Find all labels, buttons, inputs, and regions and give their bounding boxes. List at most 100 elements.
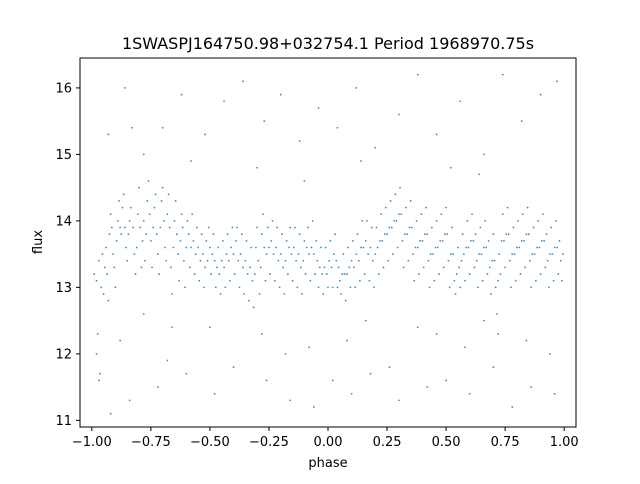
data-point	[105, 246, 107, 249]
data-point	[376, 246, 379, 249]
data-point	[407, 259, 410, 262]
data-point	[240, 233, 243, 236]
data-point	[263, 246, 266, 249]
x-tick-label: 1.00	[550, 435, 579, 450]
data-point	[449, 166, 452, 169]
data-point	[492, 233, 495, 236]
data-point	[159, 226, 162, 229]
data-point	[542, 213, 544, 216]
data-point	[337, 266, 340, 269]
data-point	[307, 226, 309, 229]
data-point	[539, 93, 542, 96]
data-point	[298, 233, 301, 236]
data-point	[178, 279, 181, 282]
data-point	[210, 273, 212, 275]
data-point	[277, 259, 280, 262]
data-point	[212, 233, 215, 236]
data-point	[227, 259, 230, 262]
data-point	[427, 259, 430, 262]
data-point	[350, 392, 353, 395]
data-point	[475, 259, 478, 262]
data-point	[173, 219, 176, 222]
data-point	[426, 386, 429, 389]
data-point	[101, 253, 104, 256]
data-point	[493, 259, 496, 262]
data-point	[220, 259, 223, 262]
data-point	[109, 412, 112, 415]
data-point	[507, 233, 510, 236]
data-point	[303, 239, 306, 242]
data-point	[346, 339, 348, 342]
data-point	[132, 226, 135, 229]
data-point	[408, 226, 411, 229]
data-point	[473, 266, 476, 269]
data-point	[406, 233, 409, 236]
data-point	[490, 293, 492, 295]
data-point	[160, 200, 163, 202]
data-point	[451, 226, 453, 229]
data-point	[470, 239, 472, 242]
data-point	[422, 266, 425, 269]
data-point	[413, 279, 416, 282]
data-point	[517, 219, 520, 222]
data-point	[322, 293, 325, 295]
data-point	[298, 140, 301, 143]
data-point	[145, 233, 148, 236]
data-point	[276, 226, 279, 229]
data-point	[420, 213, 423, 216]
data-point	[484, 219, 486, 222]
data-point	[544, 266, 547, 269]
data-point	[555, 219, 557, 222]
data-point	[346, 273, 348, 275]
data-point	[511, 253, 514, 256]
data-point	[291, 279, 294, 282]
data-point	[213, 392, 216, 395]
data-point	[98, 259, 100, 262]
data-point	[281, 233, 283, 236]
data-point	[135, 246, 138, 249]
data-point	[296, 286, 299, 289]
data-point	[436, 246, 439, 249]
data-point	[442, 266, 445, 269]
x-tick-label: −1.00	[72, 435, 112, 450]
data-point	[355, 253, 358, 256]
data-point	[157, 253, 159, 256]
data-point	[180, 213, 183, 216]
data-point	[251, 279, 254, 282]
data-point	[213, 259, 216, 262]
data-point	[523, 239, 525, 242]
data-point	[250, 246, 253, 249]
data-point	[204, 266, 207, 269]
data-point	[394, 193, 397, 196]
data-point	[472, 239, 475, 242]
data-point	[336, 126, 339, 129]
data-point	[242, 80, 244, 83]
data-point	[508, 259, 511, 262]
data-point	[532, 226, 535, 229]
data-point	[349, 286, 352, 289]
data-point	[275, 246, 277, 249]
data-point	[118, 200, 120, 202]
data-point	[186, 219, 189, 222]
data-point	[116, 219, 119, 222]
data-point	[283, 293, 286, 295]
data-point	[389, 200, 392, 202]
data-point	[546, 259, 549, 262]
data-point	[309, 279, 312, 282]
data-point	[232, 253, 235, 256]
data-point	[325, 273, 328, 275]
data-point	[482, 153, 485, 156]
data-point	[302, 259, 305, 262]
data-point	[518, 246, 521, 249]
data-point	[494, 286, 497, 289]
data-point	[139, 226, 142, 229]
data-point	[429, 253, 432, 256]
data-point	[366, 219, 368, 222]
data-point	[294, 226, 296, 229]
data-point	[503, 239, 505, 242]
data-point	[356, 233, 359, 236]
data-point	[482, 319, 485, 322]
data-point	[446, 233, 449, 236]
data-point	[155, 233, 158, 236]
data-point	[289, 226, 292, 229]
